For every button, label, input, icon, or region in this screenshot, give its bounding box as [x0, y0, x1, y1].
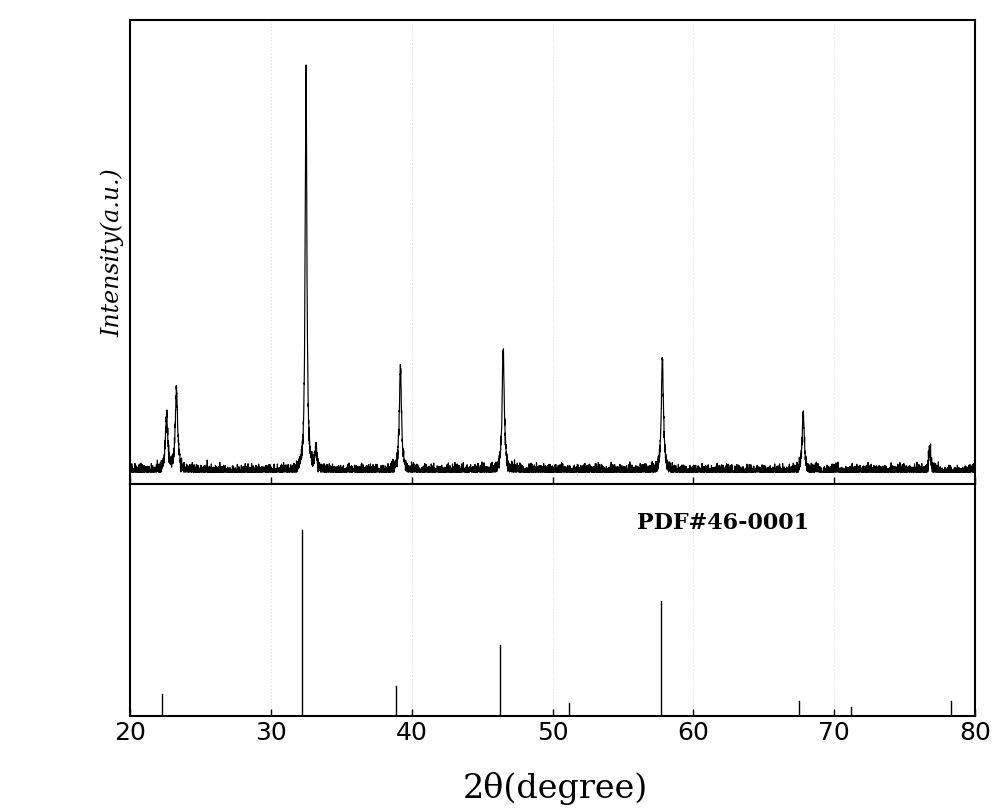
Text: 2θ(degree): 2θ(degree) — [462, 772, 648, 805]
Text: PDF#46-0001: PDF#46-0001 — [637, 512, 809, 534]
Y-axis label: Intensity(a.u.): Intensity(a.u.) — [101, 167, 124, 337]
